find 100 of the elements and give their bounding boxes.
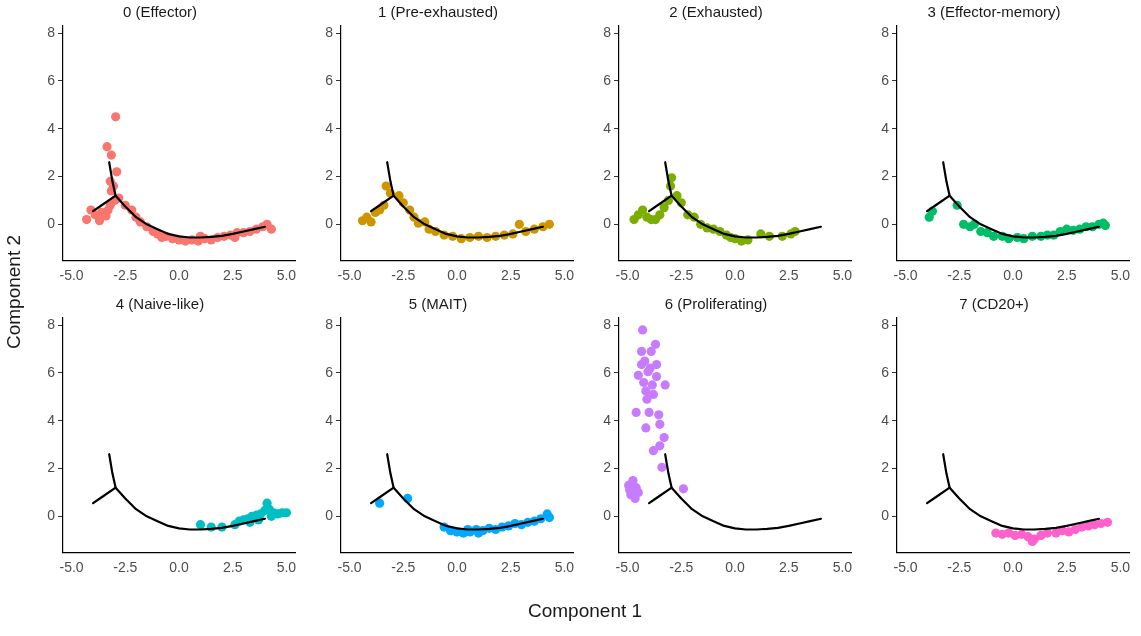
x-tick-label: -2.5 (947, 267, 972, 284)
y-tick-label: 6 (881, 363, 890, 380)
y-tick-label: 6 (603, 363, 612, 380)
y-tick-label: 8 (603, 24, 612, 41)
y-tick-label: 2 (603, 167, 612, 184)
chart-title: 4 (Naive-like) (115, 295, 205, 313)
x-tick-label: 2.5 (500, 559, 521, 576)
y-tick-label: 4 (47, 119, 56, 136)
x-tick-label: -5.0 (59, 267, 84, 284)
y-tick-label: 6 (325, 363, 334, 380)
y-tick-label: 0 (325, 215, 334, 232)
y-tick-label: 0 (47, 215, 56, 232)
y-tick-label: 8 (47, 316, 56, 333)
x-tick-label: -5.0 (615, 267, 640, 284)
point (650, 339, 661, 349)
x-tick-label: 5.0 (276, 267, 297, 284)
x-tick-label: -2.5 (113, 267, 138, 284)
point (648, 446, 658, 456)
point (1102, 517, 1113, 527)
point (102, 142, 112, 152)
x-tick-label: 0.0 (169, 559, 189, 576)
x-tick-label: 0.0 (725, 559, 745, 576)
x-tick-label: -2.5 (113, 559, 138, 576)
x-tick-label: -2.5 (947, 559, 972, 576)
y-tick-label: 4 (325, 411, 334, 428)
point (645, 363, 655, 373)
point (657, 462, 667, 472)
chart-title: 0 (Effector) (123, 3, 197, 21)
x-tick-label: -2.5 (669, 559, 694, 576)
x-tick-label: 0.0 (169, 267, 189, 284)
point (648, 389, 658, 400)
y-tick-label: 6 (47, 363, 56, 380)
x-tick-label: 0.0 (447, 559, 467, 576)
point (112, 167, 122, 177)
y-tick-label: 6 (881, 71, 890, 88)
point (640, 356, 650, 366)
point (82, 214, 92, 225)
x-tick-label: -2.5 (391, 559, 416, 576)
x-tick-label: 5.0 (1110, 559, 1131, 576)
point (646, 346, 656, 357)
x-tick-label: -5.0 (59, 559, 84, 576)
chart-title: 3 (Effector-memory) (927, 3, 1061, 21)
point (631, 407, 641, 417)
point (678, 484, 689, 494)
x-tick-label: -5.0 (337, 559, 362, 576)
y-tick-label: 2 (325, 167, 334, 184)
y-tick-label: 6 (47, 71, 56, 88)
y-tick-label: 0 (881, 507, 890, 524)
point (651, 371, 662, 382)
x-tick-label: 5.0 (554, 559, 575, 576)
point (655, 210, 665, 220)
x-tick-label: 2.5 (1056, 267, 1077, 284)
point (660, 380, 670, 390)
chart-title: 7 (CD20+) (959, 295, 1029, 313)
point (659, 203, 669, 213)
point (659, 432, 669, 443)
point (641, 423, 651, 433)
point (544, 512, 554, 523)
x-tick-label: 2.5 (222, 559, 243, 576)
point (514, 219, 524, 229)
y-tick-label: 4 (47, 411, 56, 428)
y-tick-label: 6 (325, 71, 334, 88)
chart-title: 6 (Proliferating) (664, 295, 768, 313)
chart-title: 1 (Pre-exhausted) (377, 3, 499, 21)
y-tick-label: 8 (47, 24, 56, 41)
x-tick-label: 2.5 (222, 267, 243, 284)
point (633, 487, 643, 498)
y-tick-label: 0 (881, 215, 890, 232)
chart-title: 2 (Exhausted) (669, 3, 763, 21)
y-tick-label: 0 (603, 507, 612, 524)
y-tick-label: 8 (881, 24, 890, 41)
point (381, 181, 391, 191)
y-tick-label: 2 (325, 459, 334, 476)
point (638, 205, 648, 215)
y-axis-title: Component 2 (3, 234, 25, 350)
x-tick-label: -5.0 (615, 559, 640, 576)
y-tick-label: 0 (325, 507, 334, 524)
y-tick-label: 2 (47, 167, 56, 184)
x-tick-label: 0.0 (447, 267, 467, 284)
y-tick-label: 0 (47, 507, 56, 524)
x-tick-label: 5.0 (276, 559, 297, 576)
x-tick-label: 5.0 (1110, 267, 1131, 284)
point (111, 112, 121, 122)
y-tick-label: 4 (603, 119, 612, 136)
point (647, 380, 657, 390)
point (366, 217, 376, 227)
x-tick-label: 2.5 (778, 559, 799, 576)
chart-title: 5 (MAIT) (408, 295, 468, 313)
x-tick-label: -5.0 (893, 267, 918, 284)
y-tick-label: 4 (603, 411, 612, 428)
y-tick-label: 8 (325, 316, 334, 333)
point (375, 498, 385, 508)
x-tick-label: 0.0 (1003, 267, 1023, 284)
y-tick-label: 2 (881, 167, 890, 184)
y-tick-label: 2 (881, 459, 890, 476)
point (106, 150, 116, 160)
point (94, 216, 105, 226)
point (639, 377, 649, 388)
point (989, 231, 999, 241)
x-tick-label: -2.5 (391, 267, 416, 284)
